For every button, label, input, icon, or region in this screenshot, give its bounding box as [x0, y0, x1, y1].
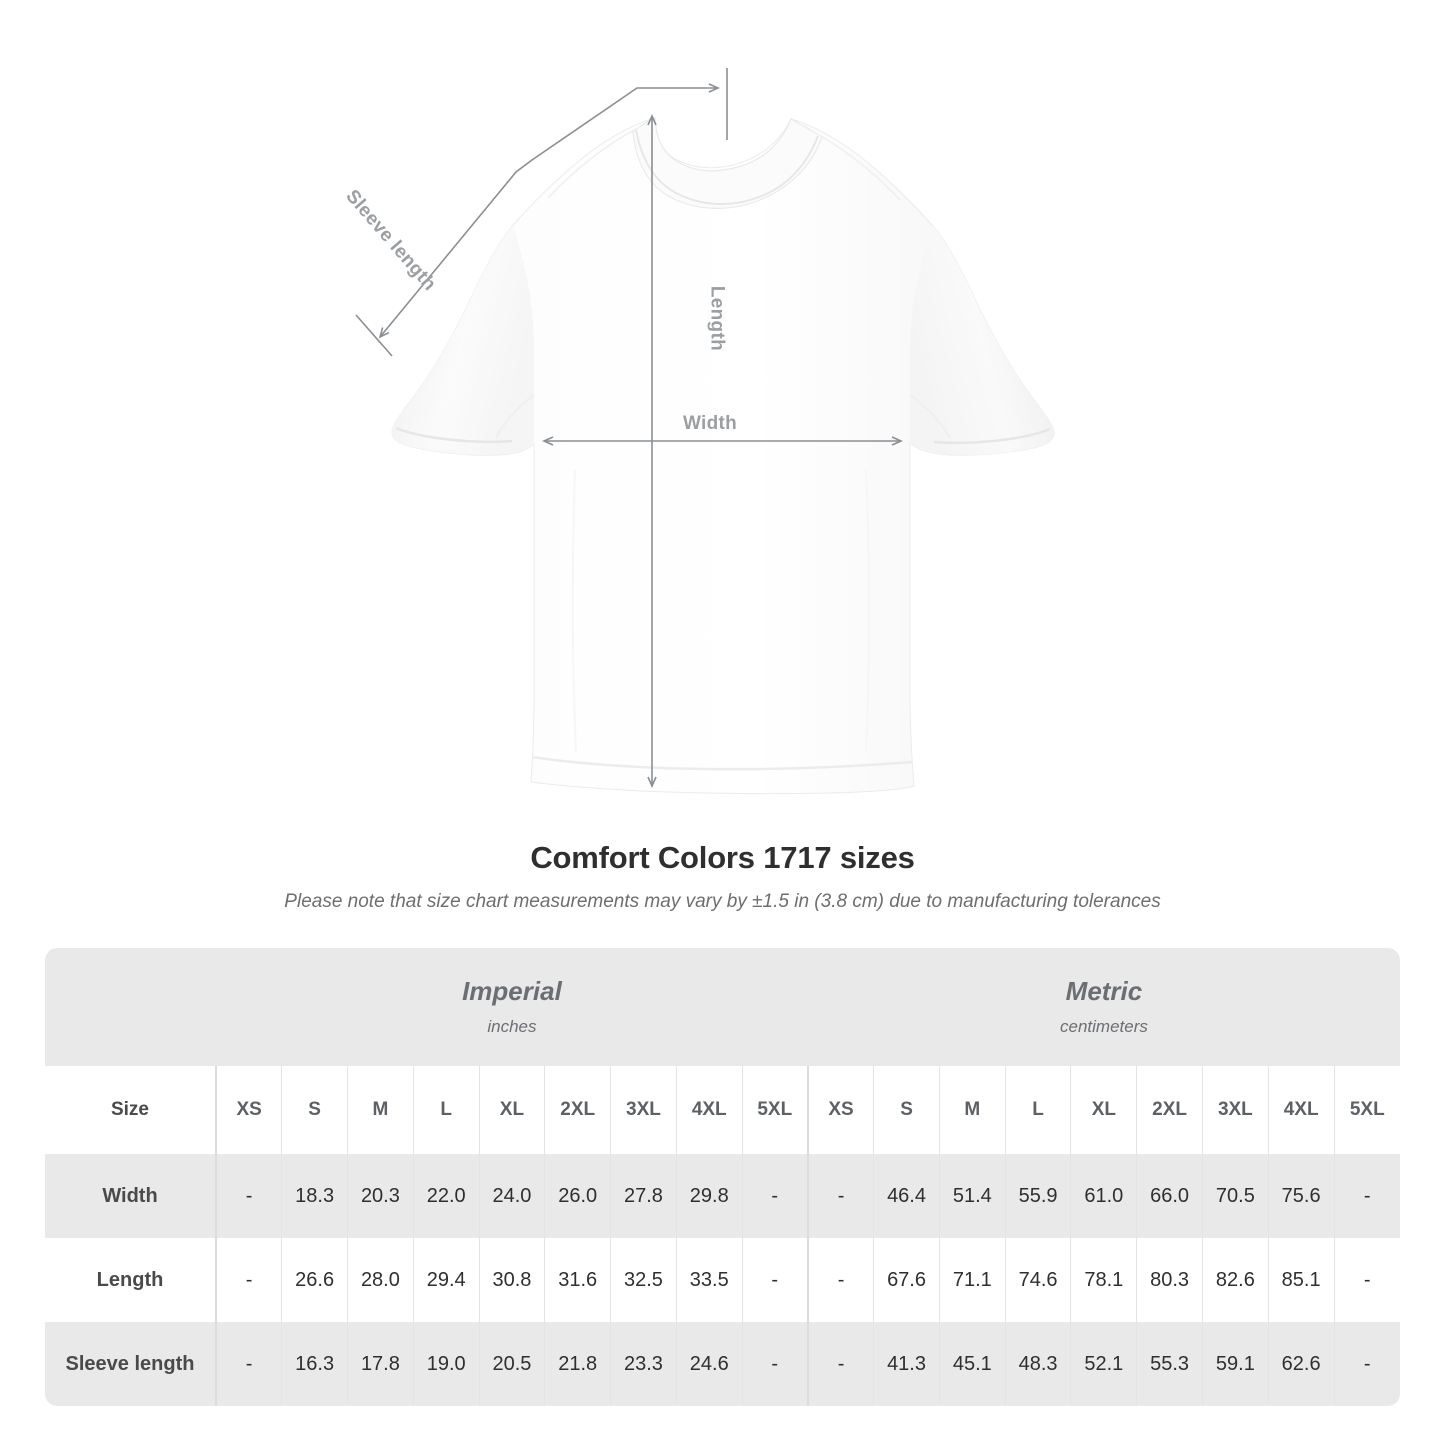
cell-imperial-width-2xl: 26.0: [544, 1154, 611, 1238]
page-title: Comfort Colors 1717 sizes: [530, 840, 915, 875]
cell-imperial-width-s: 18.3: [281, 1154, 348, 1238]
cell-imperial-sleeve-length-4xl: 24.6: [675, 1322, 743, 1406]
cell-imperial-sleeve-length-xs: -: [215, 1322, 282, 1406]
cell-metric-sleeve-length-m: 45.1: [938, 1322, 1006, 1406]
cell-imperial-length-3xl: 32.5: [610, 1238, 677, 1322]
size-header-imperial-3xl: 3XL: [610, 1066, 677, 1154]
size-chart-table-container: Imperial inches Metric centimeters Size XS S M L…: [45, 948, 1400, 1406]
unit-system-name: Imperial: [462, 976, 562, 1006]
size-header-imperial-m: M: [347, 1066, 414, 1154]
size-header-row: Size XS S M L XL 2XL 3XL 4XL 5XL XS S M L XL 2XL 3XL 4XL 5…: [45, 1066, 1400, 1154]
cell-imperial-sleeve-length-xl: 20.5: [478, 1322, 545, 1406]
cell-imperial-length-m: 28.0: [347, 1238, 414, 1322]
cell-metric-sleeve-length-s: 41.3: [873, 1322, 940, 1406]
cell-metric-length-3xl: 82.6: [1201, 1238, 1269, 1322]
size-header-metric-l: L: [1004, 1066, 1071, 1154]
cell-metric-length-m: 71.1: [938, 1238, 1006, 1322]
cell-metric-sleeve-length-3xl: 59.1: [1201, 1322, 1269, 1406]
cell-imperial-width-5xl: -: [741, 1154, 808, 1238]
unit-banner-row: Imperial inches Metric centimeters: [45, 948, 1400, 1066]
tshirt-illustration: Sleeve length Length Width: [341, 68, 1055, 795]
cell-imperial-width-xs: -: [215, 1154, 282, 1238]
cell-metric-length-4xl: 85.1: [1267, 1238, 1335, 1322]
unit-system-subtitle: centimeters: [1060, 1017, 1148, 1036]
cell-imperial-length-s: 26.6: [281, 1238, 348, 1322]
unit-banner-imperial: Imperial inches: [216, 948, 808, 1066]
size-header-imperial-xs: XS: [215, 1066, 282, 1154]
cell-imperial-sleeve-length-m: 17.8: [347, 1322, 414, 1406]
cell-imperial-sleeve-length-2xl: 21.8: [544, 1322, 611, 1406]
cell-metric-width-4xl: 75.6: [1267, 1154, 1335, 1238]
cell-metric-length-xs: -: [806, 1238, 874, 1322]
cell-metric-sleeve-length-5xl: -: [1333, 1322, 1400, 1406]
size-header-metric-3xl: 3XL: [1201, 1066, 1269, 1154]
cell-imperial-sleeve-length-5xl: -: [741, 1322, 808, 1406]
cell-imperial-width-l: 22.0: [412, 1154, 480, 1238]
cell-metric-width-3xl: 70.5: [1201, 1154, 1269, 1238]
size-header-metric-xl: XL: [1070, 1066, 1137, 1154]
unit-banner-spacer: [45, 948, 216, 1066]
tshirt-shape: [391, 117, 1055, 795]
table-row: Width -18.3 20.3 22.0 24.0 26.0 27.8 29.8- -46.4…: [45, 1154, 1400, 1238]
cell-imperial-sleeve-length-s: 16.3: [281, 1322, 348, 1406]
cell-imperial-length-4xl: 33.5: [675, 1238, 743, 1322]
size-header-metric-s: S: [873, 1066, 940, 1154]
cell-imperial-sleeve-length-3xl: 23.3: [610, 1322, 677, 1406]
cell-imperial-width-3xl: 27.8: [610, 1154, 677, 1238]
cell-imperial-length-xs: -: [215, 1238, 282, 1322]
cell-imperial-width-xl: 24.0: [478, 1154, 545, 1238]
cell-metric-width-xs: -: [806, 1154, 874, 1238]
measurement-row-label: Width: [45, 1154, 216, 1238]
size-header-imperial-5xl: 5XL: [741, 1066, 808, 1154]
cell-metric-width-m: 51.4: [938, 1154, 1006, 1238]
size-chart-header: Comfort Colors 1717 sizes Please note th…: [0, 838, 1445, 914]
cell-metric-width-2xl: 66.0: [1136, 1154, 1203, 1238]
size-header-metric-xs: XS: [806, 1066, 874, 1154]
cell-imperial-sleeve-length-l: 19.0: [412, 1322, 480, 1406]
cell-metric-length-xl: 78.1: [1070, 1238, 1137, 1322]
size-column-header: Size: [45, 1066, 216, 1154]
cell-metric-length-l: 74.6: [1004, 1238, 1071, 1322]
length-dimension-label: Length: [706, 285, 728, 351]
cell-metric-width-5xl: -: [1333, 1154, 1400, 1238]
unit-banner-metric: Metric centimeters: [807, 948, 1400, 1066]
size-header-metric-2xl: 2XL: [1136, 1066, 1203, 1154]
cell-metric-width-l: 55.9: [1004, 1154, 1071, 1238]
size-header-imperial-s: S: [281, 1066, 348, 1154]
cell-metric-length-s: 67.6: [873, 1238, 940, 1322]
cell-metric-width-s: 46.4: [873, 1154, 940, 1238]
cell-metric-sleeve-length-4xl: 62.6: [1267, 1322, 1335, 1406]
size-header-imperial-4xl: 4XL: [675, 1066, 743, 1154]
cell-imperial-width-4xl: 29.8: [675, 1154, 743, 1238]
unit-system-subtitle: inches: [487, 1017, 537, 1036]
cell-metric-width-xl: 61.0: [1070, 1154, 1137, 1238]
cell-metric-length-5xl: -: [1333, 1238, 1400, 1322]
tolerance-note: Please note that size chart measurements…: [284, 891, 1161, 912]
size-header-metric-5xl: 5XL: [1333, 1066, 1400, 1154]
cell-metric-sleeve-length-xs: -: [806, 1322, 874, 1406]
table-row: Sleeve length -16.3 17.8 19.0 20.5 21.8 23.3 24…: [45, 1322, 1400, 1406]
unit-system-name: Metric: [1065, 976, 1143, 1006]
cell-imperial-length-2xl: 31.6: [544, 1238, 611, 1322]
size-header-metric-m: M: [938, 1066, 1006, 1154]
table-row: Length -26.6 28.0 29.4 30.8 31.6 32.5 33.5- -67.…: [45, 1238, 1400, 1322]
size-header-imperial-l: L: [412, 1066, 480, 1154]
cell-imperial-length-xl: 30.8: [478, 1238, 545, 1322]
size-header-imperial-2xl: 2XL: [544, 1066, 611, 1154]
cell-metric-length-2xl: 80.3: [1136, 1238, 1203, 1322]
width-dimension-label: Width: [682, 413, 738, 434]
cell-imperial-length-5xl: -: [741, 1238, 808, 1322]
size-chart-table: Imperial inches Metric centimeters Size XS S M L…: [45, 948, 1400, 1406]
dimension-lines: [355, 68, 903, 788]
size-header-metric-4xl: 4XL: [1267, 1066, 1335, 1154]
cell-imperial-width-m: 20.3: [347, 1154, 414, 1238]
cell-metric-sleeve-length-2xl: 55.3: [1136, 1322, 1203, 1406]
measurement-row-label: Sleeve length: [45, 1322, 216, 1406]
measurement-row-label: Length: [45, 1238, 216, 1322]
cell-metric-sleeve-length-xl: 52.1: [1070, 1322, 1137, 1406]
cell-metric-sleeve-length-l: 48.3: [1004, 1322, 1071, 1406]
cell-imperial-length-l: 29.4: [412, 1238, 480, 1322]
size-header-imperial-xl: XL: [478, 1066, 545, 1154]
